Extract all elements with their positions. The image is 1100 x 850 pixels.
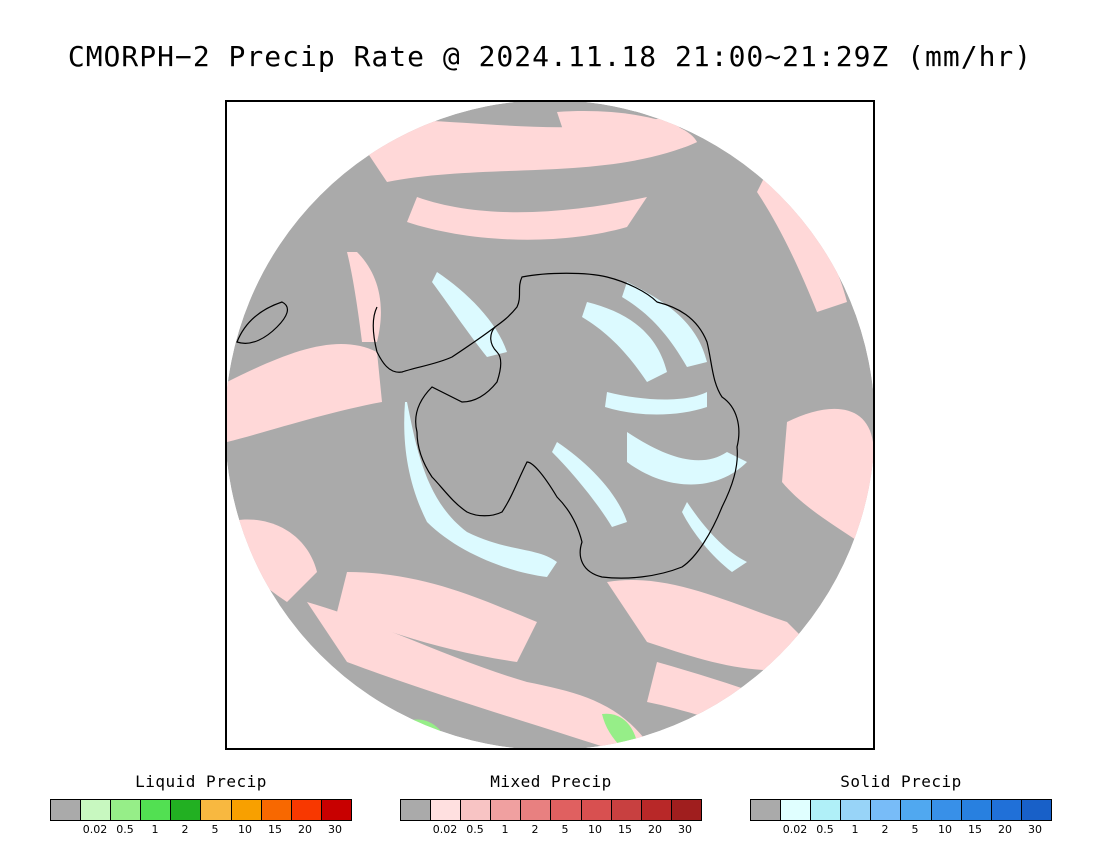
legend-tick-label: 1 xyxy=(151,823,159,836)
legend-swatch xyxy=(671,800,701,820)
legend-swatch xyxy=(171,800,202,820)
legend-swatch xyxy=(641,800,672,820)
legend-swatch xyxy=(321,800,351,820)
legend-tick-label: 10 xyxy=(238,823,252,836)
south-america-tip xyxy=(236,301,289,344)
legend-tick-label: 20 xyxy=(298,823,312,836)
legend-liquid: Liquid Precip 0.02 0.5 1 2 5 10 15 20 30 xyxy=(50,772,352,837)
legend-swatch xyxy=(841,800,872,820)
legend-swatch xyxy=(261,800,292,820)
legend-swatch xyxy=(781,800,812,820)
legend-swatch xyxy=(1021,800,1051,820)
legend-swatch xyxy=(751,800,782,820)
legend-swatch xyxy=(231,800,262,820)
legend-swatches xyxy=(50,799,352,821)
legend-tick-label: 15 xyxy=(618,823,632,836)
legend-tick-label: 10 xyxy=(938,823,952,836)
legend-tick-label: 5 xyxy=(911,823,919,836)
legend-swatch xyxy=(81,800,112,820)
legend-swatch xyxy=(401,800,432,820)
legend-swatch xyxy=(521,800,552,820)
mixed-precip-areas xyxy=(227,111,873,748)
legend-tick-label: 5 xyxy=(211,823,219,836)
legend-tick-label: 0.5 xyxy=(466,823,484,836)
antarctica-coastline xyxy=(415,272,740,579)
legend-tick-label: 0.5 xyxy=(116,823,134,836)
legend-tick-label: 30 xyxy=(1028,823,1042,836)
antarctic-peninsula xyxy=(372,306,496,373)
legend-title: Solid Precip xyxy=(840,772,962,791)
legend-swatch xyxy=(201,800,232,820)
legend-swatch xyxy=(581,800,612,820)
legend-tick-label: 0.02 xyxy=(782,823,808,836)
legend-tick-label: 2 xyxy=(181,823,189,836)
legend-ticks: 0.02 0.5 1 2 5 10 15 20 30 xyxy=(750,823,1050,837)
legend-swatch xyxy=(811,800,842,820)
legend-tick-label: 10 xyxy=(588,823,602,836)
legend-swatch xyxy=(461,800,492,820)
legend-tick-label: 5 xyxy=(561,823,569,836)
legend-tick-label: 15 xyxy=(968,823,982,836)
legend-swatch xyxy=(611,800,642,820)
solid-precip-areas xyxy=(404,272,747,577)
legend-swatch xyxy=(551,800,582,820)
legend-title: Liquid Precip xyxy=(135,772,267,791)
legend-tick-label: 0.02 xyxy=(432,823,458,836)
legend-mixed: Mixed Precip 0.02 0.5 1 2 5 10 15 20 30 xyxy=(400,772,702,837)
legend-tick-label: 2 xyxy=(531,823,539,836)
legend-tick-label: 2 xyxy=(881,823,889,836)
legend-tick-label: 20 xyxy=(998,823,1012,836)
legend-swatches xyxy=(750,799,1052,821)
legend-tick-label: 1 xyxy=(851,823,859,836)
legend-swatch xyxy=(871,800,902,820)
legend-swatch xyxy=(961,800,992,820)
legend-swatch xyxy=(51,800,82,820)
legend-swatch xyxy=(111,800,142,820)
legend-swatch xyxy=(431,800,462,820)
legend-swatch xyxy=(141,800,172,820)
legend-ticks: 0.02 0.5 1 2 5 10 15 20 30 xyxy=(400,823,700,837)
legend-ticks: 0.02 0.5 1 2 5 10 15 20 30 xyxy=(50,823,350,837)
legend-tick-label: 20 xyxy=(648,823,662,836)
map-title: CMORPH−2 Precip Rate @ 2024.11.18 21:00~… xyxy=(67,40,1033,73)
legend-tick-label: 0.02 xyxy=(82,823,108,836)
legend-swatch xyxy=(291,800,322,820)
legend-swatch xyxy=(901,800,932,820)
legend-swatches xyxy=(400,799,702,821)
legend-tick-label: 15 xyxy=(268,823,282,836)
legend-swatch xyxy=(991,800,1022,820)
legend-swatch xyxy=(491,800,522,820)
legend-tick-label: 30 xyxy=(678,823,692,836)
legend-swatch xyxy=(931,800,962,820)
polar-map-canvas xyxy=(227,102,873,748)
legend-solid: Solid Precip 0.02 0.5 1 2 5 10 15 20 30 xyxy=(750,772,1052,837)
legend-tick-label: 30 xyxy=(328,823,342,836)
polar-map xyxy=(225,100,875,750)
legend-tick-label: 0.5 xyxy=(816,823,834,836)
legend-tick-label: 1 xyxy=(501,823,509,836)
legend-title: Mixed Precip xyxy=(490,772,612,791)
